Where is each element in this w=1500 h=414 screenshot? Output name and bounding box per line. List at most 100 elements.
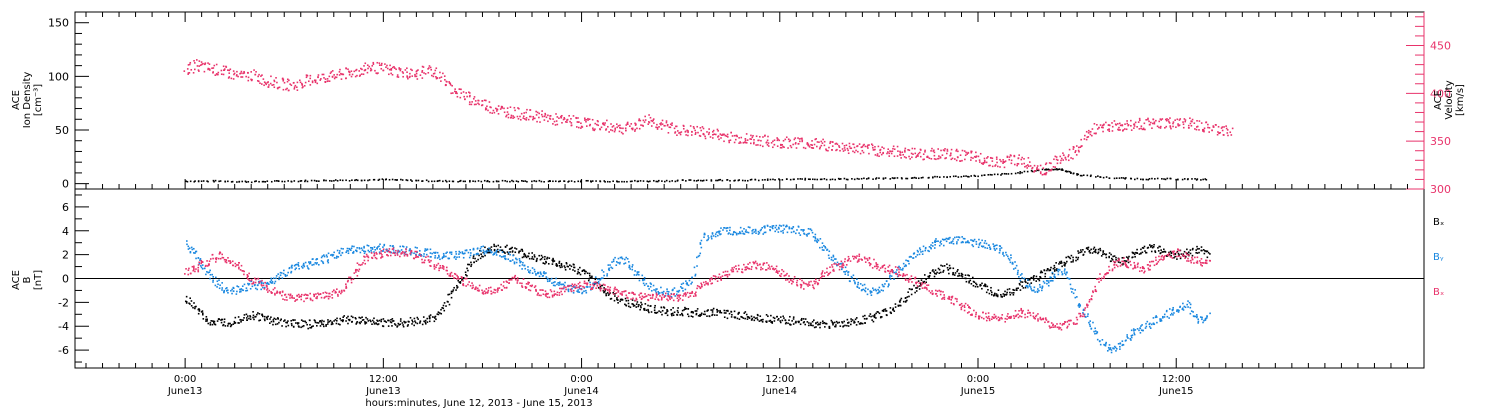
data-point: [871, 294, 873, 296]
data-point: [257, 80, 259, 82]
data-point: [1015, 289, 1017, 291]
data-point: [198, 180, 200, 182]
data-point: [970, 151, 972, 153]
data-point: [586, 125, 588, 127]
data-point: [210, 258, 212, 260]
data-point: [778, 178, 780, 180]
data-point: [391, 325, 393, 327]
data-point: [788, 319, 790, 321]
data-point: [687, 135, 689, 137]
data-point: [1078, 305, 1080, 307]
data-point: [460, 92, 462, 94]
data-point: [664, 307, 666, 309]
data-point: [570, 118, 572, 120]
data-point: [434, 255, 436, 257]
data-point: [934, 244, 936, 246]
data-point: [961, 236, 963, 238]
data-point: [394, 254, 396, 256]
data-point: [748, 232, 750, 234]
data-point: [923, 153, 925, 155]
data-point: [282, 298, 284, 300]
data-point: [728, 233, 730, 235]
data-point: [740, 227, 742, 229]
data-point: [1064, 268, 1066, 270]
data-point: [744, 318, 746, 320]
data-point: [511, 180, 513, 182]
data-point: [485, 109, 487, 111]
data-point: [863, 144, 865, 146]
data-point: [766, 141, 768, 143]
data-point: [783, 225, 785, 227]
data-point: [333, 254, 335, 256]
data-point: [720, 227, 722, 229]
data-point: [477, 259, 479, 261]
data-point: [402, 245, 404, 247]
data-point: [321, 321, 323, 323]
data-point: [327, 80, 329, 82]
data-point: [490, 252, 492, 254]
data-point: [657, 291, 659, 293]
data-point: [326, 256, 328, 258]
data-point: [608, 131, 610, 133]
data-point: [476, 260, 478, 262]
data-point: [852, 151, 854, 153]
data-point: [1017, 172, 1019, 174]
data-point: [363, 73, 365, 75]
data-point: [308, 261, 310, 263]
data-point: [622, 128, 624, 130]
data-point: [1189, 117, 1191, 119]
data-point: [1139, 328, 1141, 330]
data-point: [431, 181, 433, 183]
data-point: [1133, 332, 1135, 334]
data-point: [945, 157, 947, 159]
data-point: [989, 293, 991, 295]
data-point: [693, 128, 695, 130]
data-point: [463, 181, 465, 183]
data-point: [778, 318, 780, 320]
data-point: [230, 325, 232, 327]
data-point: [1154, 178, 1156, 180]
data-point: [360, 264, 362, 266]
data-point: [956, 236, 958, 238]
data-point: [1215, 124, 1217, 126]
data-point: [511, 115, 513, 117]
data-point: [241, 319, 243, 321]
data-point: [1150, 122, 1152, 124]
data-point: [541, 255, 543, 257]
data-point: [1033, 279, 1035, 281]
data-point: [246, 314, 248, 316]
data-point: [1196, 120, 1198, 122]
data-point: [687, 308, 689, 310]
data-point: [1134, 334, 1136, 336]
data-point: [811, 144, 813, 146]
data-point: [582, 270, 584, 272]
data-point: [877, 289, 879, 291]
data-point: [370, 68, 372, 70]
data-point: [253, 281, 255, 283]
data-point: [304, 321, 306, 323]
data-point: [1191, 121, 1193, 123]
data-point: [883, 148, 885, 150]
data-point: [445, 305, 447, 307]
data-point: [240, 76, 242, 78]
data-point: [988, 165, 990, 167]
data-point: [958, 176, 960, 178]
data-point: [632, 128, 634, 130]
data-point: [607, 126, 609, 128]
data-point: [1142, 129, 1144, 131]
data-point: [1126, 336, 1128, 338]
data-point: [610, 123, 612, 125]
data-point: [1130, 178, 1132, 180]
data-point: [548, 257, 550, 259]
data-point: [264, 316, 266, 318]
data-point: [874, 146, 876, 148]
data-point: [987, 289, 989, 291]
data-point: [792, 228, 794, 230]
data-point: [1000, 294, 1002, 296]
data-point: [1110, 260, 1112, 262]
data-point: [1084, 135, 1086, 137]
data-point: [938, 155, 940, 157]
data-point: [815, 138, 817, 140]
data-point: [424, 250, 426, 252]
data-point: [339, 69, 341, 71]
